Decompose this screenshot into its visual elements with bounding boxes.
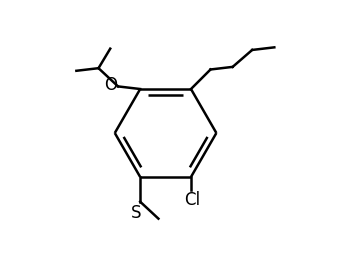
Text: S: S (131, 204, 142, 222)
Text: Cl: Cl (184, 191, 200, 209)
Text: O: O (104, 76, 117, 94)
